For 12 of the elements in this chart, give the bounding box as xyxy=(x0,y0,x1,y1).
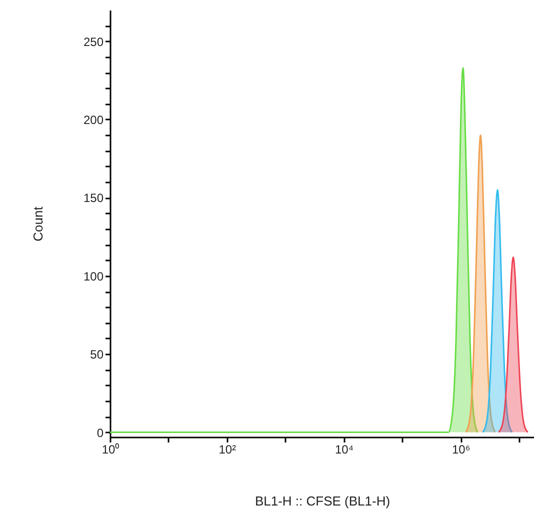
x-axis-title: BL1-H :: CFSE (BL1-H) xyxy=(254,494,390,508)
x-tick-label: 10⁰ xyxy=(102,442,120,456)
y-tick-label: 100 xyxy=(83,269,104,284)
x-tick-label: 10⁴ xyxy=(335,442,354,456)
y-tick-label: 250 xyxy=(83,34,104,49)
y-tick-label: 50 xyxy=(90,348,104,362)
x-tick-label: 10⁶ xyxy=(452,442,470,456)
y-tick-label: 200 xyxy=(83,112,104,127)
x-tick-label: 10² xyxy=(218,442,236,456)
y-tick-label: 0 xyxy=(96,426,104,440)
y-tick-label: 150 xyxy=(83,191,104,206)
y-axis-title: Count xyxy=(30,206,46,242)
